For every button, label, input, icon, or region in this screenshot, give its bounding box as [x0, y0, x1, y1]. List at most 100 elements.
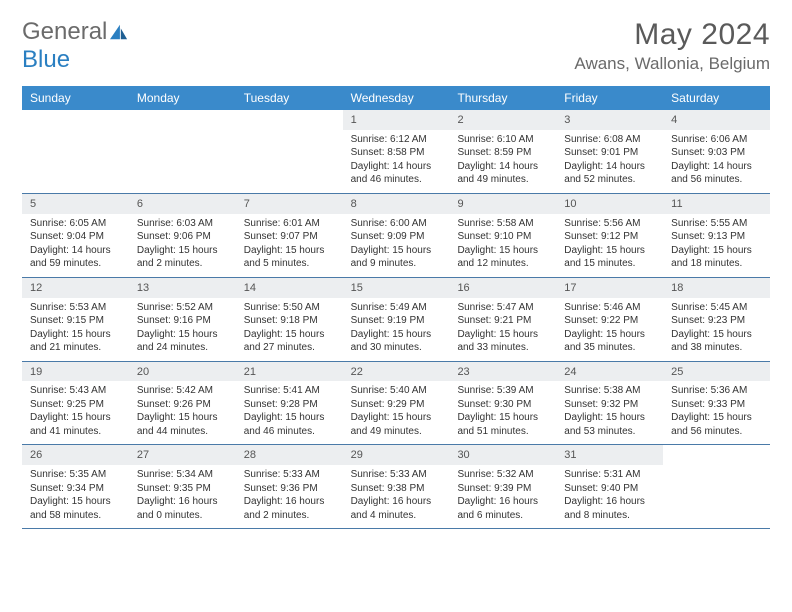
day-content: Sunrise: 6:10 AMSunset: 8:59 PMDaylight:…: [449, 130, 556, 193]
day-cell: 16Sunrise: 5:47 AMSunset: 9:21 PMDayligh…: [449, 278, 556, 361]
weekday-header-row: SundayMondayTuesdayWednesdayThursdayFrid…: [22, 86, 770, 110]
sunset-line: Sunset: 9:03 PM: [671, 146, 762, 160]
sunset-line: Sunset: 9:21 PM: [457, 314, 548, 328]
day-number: 30: [449, 445, 556, 465]
sunrise-line: Sunrise: 5:32 AM: [457, 468, 548, 482]
sunset-line: Sunset: 9:18 PM: [244, 314, 335, 328]
logo-text-gray: General: [22, 18, 107, 45]
day-number: 15: [343, 278, 450, 298]
day-content: Sunrise: 5:42 AMSunset: 9:26 PMDaylight:…: [129, 381, 236, 444]
week-row: 1Sunrise: 6:12 AMSunset: 8:58 PMDaylight…: [22, 110, 770, 194]
daylight-line: Daylight: 15 hours and 30 minutes.: [351, 328, 442, 355]
day-content: Sunrise: 6:00 AMSunset: 9:09 PMDaylight:…: [343, 214, 450, 277]
sunrise-line: Sunrise: 5:58 AM: [457, 217, 548, 231]
sunrise-line: Sunrise: 5:33 AM: [244, 468, 335, 482]
daylight-line: Daylight: 15 hours and 58 minutes.: [30, 495, 121, 522]
sunset-line: Sunset: 9:09 PM: [351, 230, 442, 244]
day-cell: 22Sunrise: 5:40 AMSunset: 9:29 PMDayligh…: [343, 362, 450, 445]
sunrise-line: Sunrise: 6:01 AM: [244, 217, 335, 231]
sunrise-line: Sunrise: 5:46 AM: [564, 301, 655, 315]
day-cell: 7Sunrise: 6:01 AMSunset: 9:07 PMDaylight…: [236, 194, 343, 277]
day-number: 4: [663, 110, 770, 130]
daylight-line: Daylight: 15 hours and 12 minutes.: [457, 244, 548, 271]
daylight-line: Daylight: 15 hours and 2 minutes.: [137, 244, 228, 271]
day-cell: [236, 110, 343, 193]
day-content: Sunrise: 5:40 AMSunset: 9:29 PMDaylight:…: [343, 381, 450, 444]
sunrise-line: Sunrise: 5:35 AM: [30, 468, 121, 482]
day-content: Sunrise: 6:01 AMSunset: 9:07 PMDaylight:…: [236, 214, 343, 277]
logo-text-blue: Blue: [22, 46, 70, 73]
day-cell: [22, 110, 129, 193]
day-content: Sunrise: 5:38 AMSunset: 9:32 PMDaylight:…: [556, 381, 663, 444]
daylight-line: Daylight: 15 hours and 53 minutes.: [564, 411, 655, 438]
sunset-line: Sunset: 9:13 PM: [671, 230, 762, 244]
day-number: 29: [343, 445, 450, 465]
daylight-line: Daylight: 15 hours and 33 minutes.: [457, 328, 548, 355]
sunset-line: Sunset: 9:36 PM: [244, 482, 335, 496]
day-content: Sunrise: 5:36 AMSunset: 9:33 PMDaylight:…: [663, 381, 770, 444]
daylight-line: Daylight: 15 hours and 46 minutes.: [244, 411, 335, 438]
day-cell: 9Sunrise: 5:58 AMSunset: 9:10 PMDaylight…: [449, 194, 556, 277]
sunset-line: Sunset: 9:39 PM: [457, 482, 548, 496]
sunset-line: Sunset: 9:28 PM: [244, 398, 335, 412]
day-content: Sunrise: 5:43 AMSunset: 9:25 PMDaylight:…: [22, 381, 129, 444]
day-content: Sunrise: 6:03 AMSunset: 9:06 PMDaylight:…: [129, 214, 236, 277]
week-row: 19Sunrise: 5:43 AMSunset: 9:25 PMDayligh…: [22, 362, 770, 446]
daylight-line: Daylight: 15 hours and 41 minutes.: [30, 411, 121, 438]
day-cell: 27Sunrise: 5:34 AMSunset: 9:35 PMDayligh…: [129, 445, 236, 528]
day-cell: 17Sunrise: 5:46 AMSunset: 9:22 PMDayligh…: [556, 278, 663, 361]
daylight-line: Daylight: 16 hours and 4 minutes.: [351, 495, 442, 522]
day-cell: [129, 110, 236, 193]
day-number: 27: [129, 445, 236, 465]
sunrise-line: Sunrise: 6:03 AM: [137, 217, 228, 231]
day-cell: 13Sunrise: 5:52 AMSunset: 9:16 PMDayligh…: [129, 278, 236, 361]
day-number: 22: [343, 362, 450, 382]
day-number: 17: [556, 278, 663, 298]
day-content: Sunrise: 5:45 AMSunset: 9:23 PMDaylight:…: [663, 298, 770, 361]
day-cell: 30Sunrise: 5:32 AMSunset: 9:39 PMDayligh…: [449, 445, 556, 528]
location-text: Awans, Wallonia, Belgium: [574, 54, 770, 74]
daylight-line: Daylight: 15 hours and 21 minutes.: [30, 328, 121, 355]
day-number: 23: [449, 362, 556, 382]
sunset-line: Sunset: 9:30 PM: [457, 398, 548, 412]
day-content: Sunrise: 6:06 AMSunset: 9:03 PMDaylight:…: [663, 130, 770, 193]
day-number: 2: [449, 110, 556, 130]
daylight-line: Daylight: 16 hours and 8 minutes.: [564, 495, 655, 522]
daylight-line: Daylight: 14 hours and 49 minutes.: [457, 160, 548, 187]
day-content: Sunrise: 5:56 AMSunset: 9:12 PMDaylight:…: [556, 214, 663, 277]
sunset-line: Sunset: 9:22 PM: [564, 314, 655, 328]
day-content: Sunrise: 5:35 AMSunset: 9:34 PMDaylight:…: [22, 465, 129, 528]
day-cell: 29Sunrise: 5:33 AMSunset: 9:38 PMDayligh…: [343, 445, 450, 528]
calendar-grid: SundayMondayTuesdayWednesdayThursdayFrid…: [22, 86, 770, 529]
day-number: 6: [129, 194, 236, 214]
day-content: Sunrise: 5:39 AMSunset: 9:30 PMDaylight:…: [449, 381, 556, 444]
day-cell: 25Sunrise: 5:36 AMSunset: 9:33 PMDayligh…: [663, 362, 770, 445]
day-cell: 6Sunrise: 6:03 AMSunset: 9:06 PMDaylight…: [129, 194, 236, 277]
sunset-line: Sunset: 9:06 PM: [137, 230, 228, 244]
day-content: Sunrise: 5:33 AMSunset: 9:36 PMDaylight:…: [236, 465, 343, 528]
week-row: 26Sunrise: 5:35 AMSunset: 9:34 PMDayligh…: [22, 445, 770, 529]
day-content: Sunrise: 5:58 AMSunset: 9:10 PMDaylight:…: [449, 214, 556, 277]
page-header: GeneralBlue May 2024 Awans, Wallonia, Be…: [22, 18, 770, 74]
sunset-line: Sunset: 9:25 PM: [30, 398, 121, 412]
day-cell: 28Sunrise: 5:33 AMSunset: 9:36 PMDayligh…: [236, 445, 343, 528]
sunset-line: Sunset: 9:10 PM: [457, 230, 548, 244]
logo-sail-icon: [109, 23, 129, 41]
day-number: 9: [449, 194, 556, 214]
day-content: Sunrise: 5:47 AMSunset: 9:21 PMDaylight:…: [449, 298, 556, 361]
sunrise-line: Sunrise: 6:00 AM: [351, 217, 442, 231]
day-number: 14: [236, 278, 343, 298]
day-cell: [663, 445, 770, 528]
day-number: 11: [663, 194, 770, 214]
week-row: 5Sunrise: 6:05 AMSunset: 9:04 PMDaylight…: [22, 194, 770, 278]
day-number: 24: [556, 362, 663, 382]
daylight-line: Daylight: 15 hours and 5 minutes.: [244, 244, 335, 271]
day-cell: 31Sunrise: 5:31 AMSunset: 9:40 PMDayligh…: [556, 445, 663, 528]
day-cell: 3Sunrise: 6:08 AMSunset: 9:01 PMDaylight…: [556, 110, 663, 193]
day-content: Sunrise: 5:52 AMSunset: 9:16 PMDaylight:…: [129, 298, 236, 361]
daylight-line: Daylight: 15 hours and 15 minutes.: [564, 244, 655, 271]
sunrise-line: Sunrise: 5:34 AM: [137, 468, 228, 482]
daylight-line: Daylight: 15 hours and 49 minutes.: [351, 411, 442, 438]
sunset-line: Sunset: 9:38 PM: [351, 482, 442, 496]
sunrise-line: Sunrise: 5:55 AM: [671, 217, 762, 231]
